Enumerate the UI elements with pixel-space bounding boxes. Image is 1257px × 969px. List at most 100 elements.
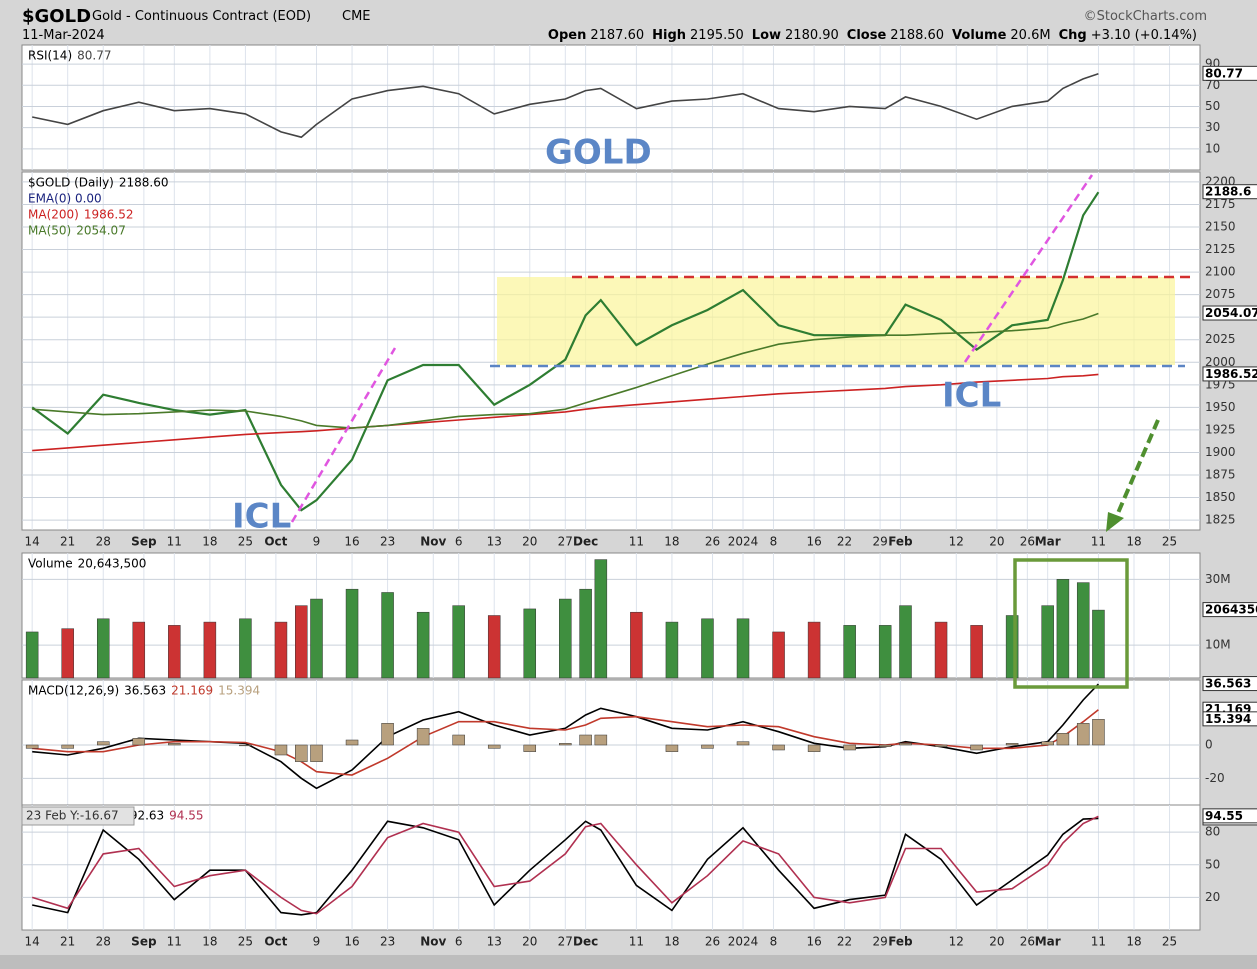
bar (168, 625, 181, 679)
legend-item: Volume (28, 557, 73, 571)
bar (807, 621, 821, 679)
y-tick-label: 2075 (1205, 287, 1236, 301)
x-tick-label: 16 (806, 935, 821, 949)
bar (132, 738, 146, 746)
bar (701, 618, 714, 679)
legend-item: MACD(12,26,9) (28, 684, 119, 698)
bar (630, 611, 643, 679)
quote-item: 2195.50 (690, 28, 744, 43)
x-tick-label: Nov (420, 535, 446, 549)
x-tick-label: 29 (872, 535, 887, 549)
bar (61, 744, 74, 749)
x-tick-label: 26 (1020, 935, 1035, 949)
y-tick-label: 30M (1205, 572, 1231, 586)
source: ©StockCharts.com (1083, 9, 1207, 24)
symbol: $GOLD (22, 6, 92, 27)
bar (203, 621, 217, 679)
arrow-head (1106, 512, 1124, 532)
y-tick-label: 2125 (1205, 242, 1236, 256)
tag-box (1202, 65, 1257, 81)
x-tick-label: 12 (949, 935, 964, 949)
x-tick-label: 8 (770, 935, 778, 949)
legend-item: 36.563 (124, 684, 166, 698)
bar (274, 744, 288, 756)
exchange: CME (342, 9, 371, 24)
tag-box (1202, 305, 1257, 321)
x-tick-label: 13 (487, 935, 502, 949)
annotation: GOLD (545, 133, 652, 173)
bar (736, 741, 750, 746)
x-tick-label: 2024 (728, 535, 759, 549)
y-tick-label: 1850 (1205, 490, 1236, 504)
x-tick-label: 14 (25, 935, 40, 949)
legend-item: 2054.07 (76, 224, 126, 238)
y-tick-label: 2000 (1205, 355, 1236, 369)
tag-box (1202, 676, 1257, 692)
bar (594, 734, 608, 746)
legend-item: MA(200) (28, 208, 79, 222)
x-tick-label: 18 (664, 535, 679, 549)
bar (772, 744, 785, 751)
plot (25, 559, 1105, 679)
bar (25, 744, 39, 749)
quote: Open 2187.60 High 2195.50 Low 2180.90 Close 218… (548, 28, 1205, 43)
x-tick-label: 18 (664, 935, 679, 949)
x-tick-label: 26 (705, 935, 720, 949)
bar (1076, 582, 1090, 679)
quote-item: Chg (1058, 28, 1087, 43)
bar (1076, 723, 1090, 746)
tag-box (1202, 602, 1257, 618)
bar (310, 744, 323, 762)
bar (843, 744, 856, 751)
bar (295, 605, 308, 679)
bar (1056, 579, 1070, 679)
x-tick-label: 26 (1020, 535, 1035, 549)
bar (736, 618, 750, 679)
bar (1092, 609, 1105, 679)
bar (487, 615, 501, 679)
line (32, 312, 1099, 429)
bar (1041, 605, 1054, 679)
bar (61, 628, 74, 679)
instrument: Gold - Continuous Contract (EOD) (92, 9, 312, 24)
quote-item: High (652, 28, 687, 43)
legend-item: 2188.60 (119, 176, 169, 190)
x-tick-label: 18 (202, 935, 217, 949)
toolbar (0, 955, 1257, 969)
bar (345, 588, 359, 679)
x-tick-label: 23 (380, 935, 395, 949)
x-tick-label: Nov (420, 935, 446, 949)
x-tick-label: 21 (60, 935, 75, 949)
x-tick-label: 8 (770, 535, 778, 549)
annotation: ICL (942, 376, 1001, 416)
x-tick-label: 20 (522, 935, 537, 949)
y-tick-label: 10M (1205, 638, 1231, 652)
x-tick-label: 14 (25, 535, 40, 549)
highlight-box (1013, 558, 1129, 689)
y-tick-label: 1875 (1205, 467, 1236, 481)
last-value-tag: 20643500 (1205, 603, 1257, 617)
range-box (497, 277, 1175, 365)
bar (878, 625, 892, 679)
legend-item: 21.169 (171, 684, 213, 698)
trend-line (290, 347, 397, 523)
x-tick-label: 11 (167, 535, 182, 549)
legend-item: 1986.52 (84, 208, 134, 222)
quote-item: 2188.60 (890, 28, 945, 43)
x-tick-label: 11 (1091, 535, 1106, 549)
tag-box (1202, 808, 1257, 824)
last-value-tag: 80.77 (1205, 66, 1243, 80)
x-tick-label: 22 (837, 535, 852, 549)
bar (899, 605, 912, 679)
bar (239, 744, 252, 747)
panel (21, 552, 1201, 679)
plot (25, 683, 1105, 790)
x-tick-label: Mar (1035, 935, 1061, 949)
bar (843, 625, 856, 679)
legend-item: EMA(0) 0.00 (28, 192, 102, 206)
bar (970, 744, 983, 751)
line (32, 373, 1099, 452)
quote-item: Open (547, 28, 587, 43)
